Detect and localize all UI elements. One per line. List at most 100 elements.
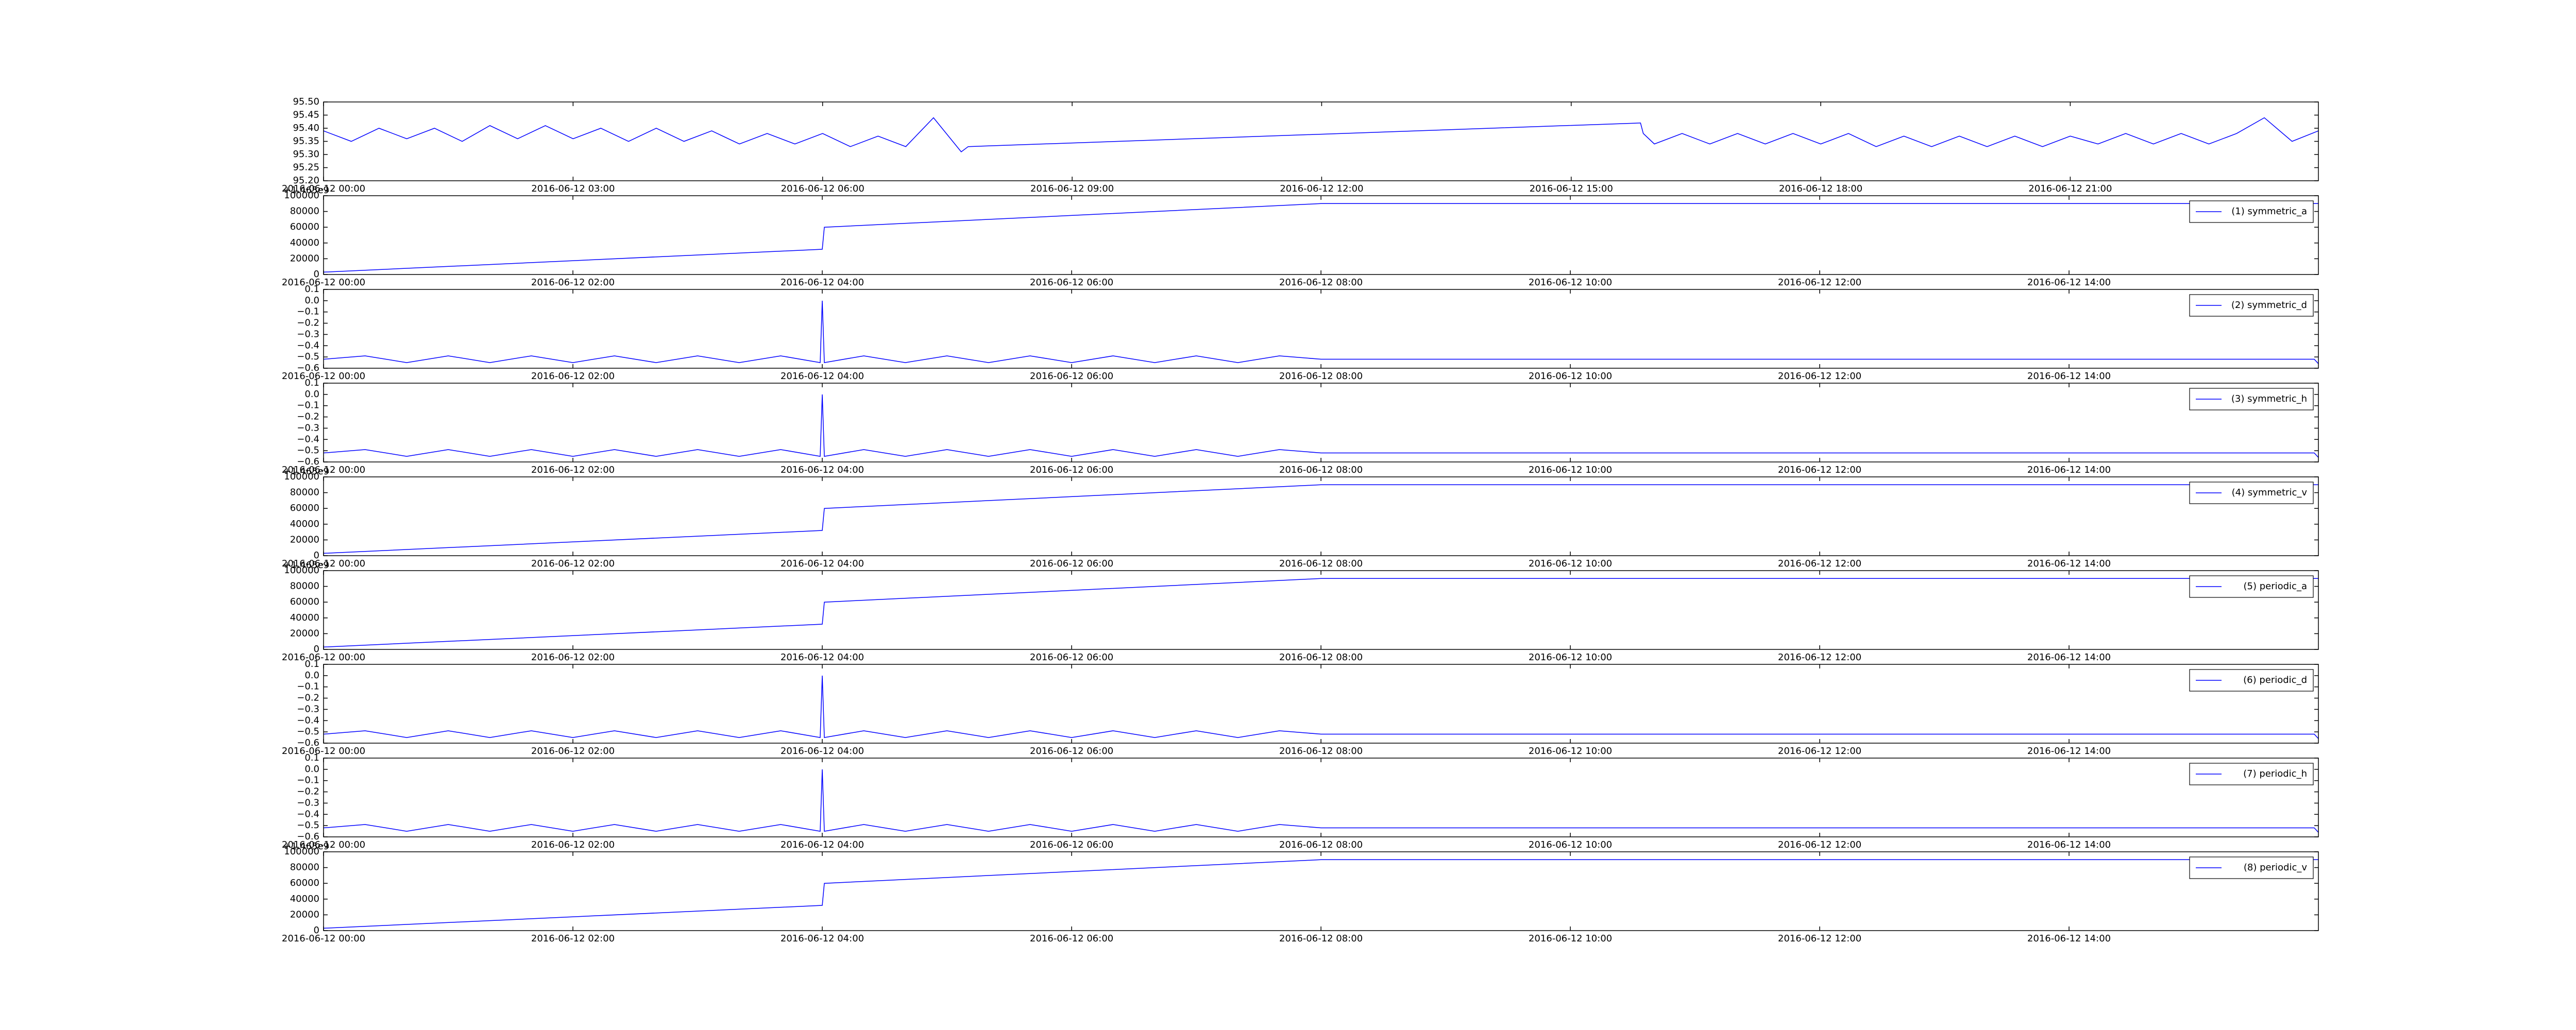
x-tick-label: 2016-06-12 08:00 <box>1279 933 1363 944</box>
x-tick-label: 2016-06-12 06:00 <box>1030 652 1113 663</box>
y-tick-label: 100000 <box>284 471 319 482</box>
y-tick-label: 0.0 <box>304 670 319 681</box>
legend-label: (8) periodic_v <box>2244 862 2307 873</box>
x-tick-label: 2016-06-12 00:00 <box>282 371 365 382</box>
y-tick-label: −0.6 <box>297 831 319 842</box>
legend-label: (6) periodic_d <box>2243 675 2307 685</box>
series-line <box>323 675 2319 739</box>
y-tick-label: 95.50 <box>293 96 319 107</box>
x-tick-label: 2016-06-12 06:00 <box>1030 371 1113 382</box>
x-tick-label: 2016-06-12 14:00 <box>2027 839 2111 850</box>
x-tick-label: 2016-06-12 12:00 <box>1778 371 1861 382</box>
x-tick-label: 2016-06-12 00:00 <box>282 277 365 288</box>
x-tick-label: 2016-06-12 02:00 <box>531 933 615 944</box>
y-tick-label: 100000 <box>284 565 319 576</box>
y-tick-label: 0 <box>314 269 319 280</box>
axes-frame <box>323 758 2319 837</box>
x-tick-label: 2016-06-12 10:00 <box>1529 652 1612 663</box>
x-tick-label: 2016-06-12 14:00 <box>2027 746 2111 757</box>
y-tick-label: 95.45 <box>293 110 319 121</box>
series-line <box>323 769 2319 833</box>
y-tick-label: −0.3 <box>297 329 319 339</box>
y-tick-label: 40000 <box>290 612 319 623</box>
legend-label: (7) periodic_h <box>2243 768 2307 779</box>
x-tick-label: 2016-06-12 00:00 <box>282 746 365 757</box>
x-tick-label: 2016-06-12 00:00 <box>282 839 365 850</box>
x-tick-label: 2016-06-12 02:00 <box>531 652 615 663</box>
x-tick-label: 2016-06-12 04:00 <box>781 933 864 944</box>
x-tick-label: 2016-06-12 12:00 <box>1778 652 1861 663</box>
y-tick-label: 0 <box>314 550 319 561</box>
offset-text: +1.465e9 <box>283 185 329 196</box>
series-line <box>323 300 2319 364</box>
legend-label: (1) symmetric_a <box>2231 206 2307 217</box>
x-tick-label: 2016-06-12 06:00 <box>781 183 865 194</box>
x-tick-label: 2016-06-12 15:00 <box>1530 183 1613 194</box>
y-tick-label: 20000 <box>290 253 319 264</box>
x-tick-label: 2016-06-12 12:00 <box>1778 746 1861 757</box>
y-tick-label: 80000 <box>290 206 319 217</box>
y-tick-label: 40000 <box>290 894 319 904</box>
series-line <box>323 117 2319 152</box>
y-tick-label: −0.1 <box>297 306 319 317</box>
y-tick-label: −0.5 <box>297 351 319 362</box>
y-tick-label: 20000 <box>290 628 319 639</box>
y-tick-label: −0.3 <box>297 422 319 433</box>
x-tick-label: 2016-06-12 10:00 <box>1529 277 1612 288</box>
y-tick-label: 60000 <box>290 503 319 513</box>
x-tick-label: 2016-06-12 08:00 <box>1279 558 1363 569</box>
x-tick-label: 2016-06-12 06:00 <box>1030 558 1113 569</box>
y-tick-label: −0.4 <box>297 340 319 351</box>
x-tick-label: 2016-06-12 14:00 <box>2027 652 2111 663</box>
y-tick-label: 0.0 <box>304 295 319 306</box>
series-line <box>323 203 2318 273</box>
series-line <box>323 859 2318 929</box>
y-tick-label: −0.2 <box>297 786 319 797</box>
x-tick-label: 2016-06-12 12:00 <box>1778 465 1861 475</box>
y-tick-label: −0.5 <box>297 445 319 456</box>
x-tick-label: 2016-06-12 12:00 <box>1778 839 1861 850</box>
y-tick-label: 80000 <box>290 581 319 592</box>
y-tick-label: 40000 <box>290 237 319 248</box>
x-tick-label: 2016-06-12 14:00 <box>2027 277 2111 288</box>
y-tick-label: −0.1 <box>297 775 319 786</box>
axes-frame <box>323 101 2319 181</box>
x-tick-label: 2016-06-12 04:00 <box>781 839 864 850</box>
legend-label: (5) periodic_a <box>2244 581 2308 592</box>
axes-frame <box>323 851 2319 931</box>
y-tick-label: 0 <box>314 925 319 936</box>
y-tick-label: −0.3 <box>297 797 319 808</box>
x-tick-label: 2016-06-12 21:00 <box>2028 183 2112 194</box>
y-tick-label: 20000 <box>290 909 319 920</box>
y-tick-label: −0.6 <box>297 363 319 373</box>
x-tick-label: 2016-06-12 02:00 <box>531 371 615 382</box>
y-tick-label: 95.20 <box>293 175 319 186</box>
y-tick-label: −0.2 <box>297 318 319 329</box>
y-tick-label: 80000 <box>290 862 319 873</box>
axes-frame <box>323 570 2319 650</box>
x-tick-label: 2016-06-12 02:00 <box>531 746 615 757</box>
y-tick-label: −0.4 <box>297 809 319 819</box>
axes-frame <box>323 383 2319 462</box>
y-tick-label: −0.6 <box>297 456 319 467</box>
x-tick-label: 2016-06-12 10:00 <box>1529 933 1612 944</box>
legend-label: (2) symmetric_d <box>2231 300 2307 311</box>
x-tick-label: 2016-06-12 10:00 <box>1529 746 1612 757</box>
x-tick-label: 2016-06-12 00:00 <box>282 652 365 663</box>
x-tick-label: 2016-06-12 04:00 <box>781 277 864 288</box>
x-tick-label: 2016-06-12 10:00 <box>1529 839 1612 850</box>
x-tick-label: 2016-06-12 06:00 <box>1030 839 1113 850</box>
y-tick-label: 60000 <box>290 596 319 607</box>
y-tick-label: 95.40 <box>293 123 319 133</box>
y-tick-label: 0.1 <box>304 659 319 670</box>
y-tick-label: 0.1 <box>304 377 319 388</box>
y-tick-label: 100000 <box>284 190 319 201</box>
x-tick-label: 2016-06-12 10:00 <box>1529 558 1612 569</box>
legend-label: (3) symmetric_h <box>2231 393 2307 404</box>
x-tick-label: 2016-06-12 04:00 <box>781 465 864 475</box>
x-tick-label: 2016-06-12 14:00 <box>2027 371 2111 382</box>
x-tick-label: 2016-06-12 14:00 <box>2027 465 2111 475</box>
x-tick-label: 2016-06-12 06:00 <box>1030 465 1113 475</box>
x-tick-label: 2016-06-12 08:00 <box>1279 746 1363 757</box>
